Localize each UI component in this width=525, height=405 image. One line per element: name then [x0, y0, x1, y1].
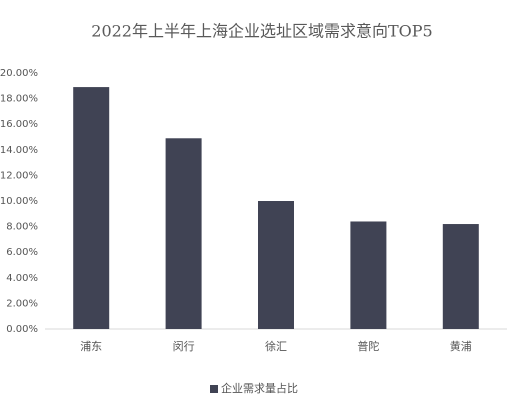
y-tick-label: 10.00% — [0, 196, 38, 207]
x-tick-label: 普陀 — [357, 339, 379, 353]
y-tick-label: 18.00% — [0, 94, 38, 105]
y-tick-label: 14.00% — [0, 145, 38, 156]
bar — [73, 87, 110, 329]
bar — [442, 224, 479, 329]
y-tick-label: 8.00% — [6, 222, 38, 233]
x-tick-label: 徐汇 — [265, 339, 287, 353]
bar — [165, 138, 202, 329]
y-tick-label: 2.00% — [6, 298, 38, 309]
y-tick-label: 16.00% — [0, 119, 38, 130]
bar — [258, 201, 294, 329]
x-tick-label: 浦东 — [80, 340, 102, 353]
legend-swatch — [210, 385, 218, 393]
y-tick-label: 6.00% — [6, 247, 38, 258]
legend-label: 企业需求量占比 — [221, 381, 298, 395]
bar — [350, 221, 387, 329]
x-tick-label: 黄浦 — [450, 339, 472, 353]
y-tick-label: 12.00% — [0, 170, 38, 181]
y-tick-label: 0.00% — [6, 324, 38, 335]
y-tick-label: 4.00% — [6, 273, 38, 284]
y-tick-label: 20.00% — [0, 68, 38, 79]
x-tick-label: 闵行 — [173, 339, 195, 353]
chart-title: 2022年上半年上海企业选址区域需求意向TOP5 — [91, 22, 432, 41]
